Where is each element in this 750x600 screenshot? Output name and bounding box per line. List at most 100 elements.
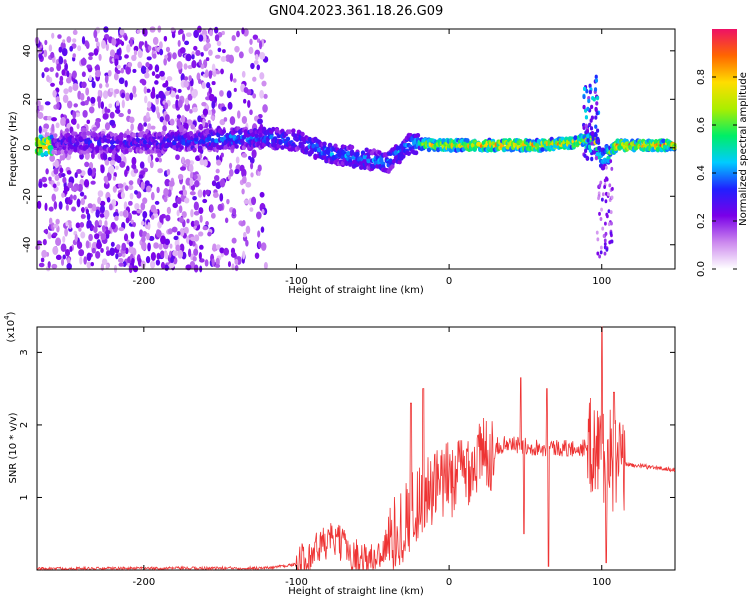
spectrogram-cell xyxy=(201,81,206,89)
spectrogram-cell xyxy=(118,77,125,85)
spectrogram-cell xyxy=(129,92,134,101)
spectrogram-cell xyxy=(203,159,208,167)
spectrogram-cell xyxy=(212,243,217,252)
spectrogram-cell xyxy=(88,233,93,242)
spectrogram-cell xyxy=(201,101,207,107)
spectrogram-cell xyxy=(348,162,353,167)
spectrogram-cell xyxy=(147,242,151,252)
spectrogram-cell xyxy=(42,144,47,150)
spectrogram-cell xyxy=(226,90,232,99)
spectrogram-cell xyxy=(586,106,590,112)
spectrogram-cell xyxy=(132,68,137,73)
spectrogram-cell xyxy=(205,57,210,62)
spectrogram-cell xyxy=(599,216,603,221)
spectrogram-cell xyxy=(43,49,48,58)
spectrogram-cell xyxy=(441,138,446,143)
spectrogram-cell xyxy=(144,72,150,79)
spectrogram-cell xyxy=(176,61,183,70)
spectrogram-cell xyxy=(177,99,183,108)
spectrogram-cell xyxy=(129,116,135,124)
spectrogram-cell xyxy=(119,39,123,45)
spectrogram-cell xyxy=(582,104,586,110)
spectrogram-cell xyxy=(93,48,99,56)
spectrogram-cell xyxy=(300,131,305,137)
spectrogram-cell xyxy=(242,250,246,260)
spectrogram-cell xyxy=(54,159,59,169)
spectrogram-cell xyxy=(83,256,87,265)
spectrogram-cell xyxy=(190,184,196,191)
spectrogram-cell xyxy=(85,87,90,96)
spectrogram-cell xyxy=(162,125,167,132)
spectrogram-cell xyxy=(57,34,62,39)
spectrogram-cell xyxy=(94,69,101,78)
spectrogram-cell xyxy=(65,221,69,227)
spectrogram-cell xyxy=(50,51,55,59)
spectrogram-cell xyxy=(223,247,230,256)
spectrogram-cell xyxy=(72,29,78,35)
spectrogram-cell xyxy=(51,193,57,202)
spectrogram-cell xyxy=(49,144,54,150)
spectrogram-cell xyxy=(72,38,77,43)
spectrogram-cell xyxy=(41,71,45,79)
spectrogram-cell xyxy=(200,63,205,70)
spectrogram-cell xyxy=(121,92,126,99)
spectrogram-cell xyxy=(153,242,159,249)
spectrogram-cell xyxy=(48,176,52,181)
spectrogram-cell xyxy=(123,233,129,242)
spectrogram-cell xyxy=(62,94,69,104)
spectrogram-cell xyxy=(176,209,180,217)
snr-x-axis-label: Height of straight line (km) xyxy=(288,586,424,597)
spectrogram-cell xyxy=(67,100,73,109)
spectrogram-cell xyxy=(211,63,216,73)
spectrogram-cell xyxy=(66,170,72,175)
spectrogram-cell xyxy=(79,191,85,197)
spectrogram-cell xyxy=(164,102,169,110)
spectrogram-cell xyxy=(234,258,239,265)
spectrogram-cell xyxy=(76,198,81,208)
spectrogram-cell xyxy=(191,54,195,60)
spectrogram-cell xyxy=(263,261,268,270)
spectrogram-cell xyxy=(80,207,85,213)
spectrogram-cell xyxy=(92,126,98,132)
spectrogram-cell xyxy=(44,39,48,46)
spectrogram-cell xyxy=(193,220,200,226)
spectrogram-cell xyxy=(243,87,249,94)
spectrogram-cell xyxy=(489,147,494,153)
spectrogram-cell xyxy=(188,164,194,173)
colorbar-gradient xyxy=(712,29,737,269)
spectrogram-cell xyxy=(197,189,203,198)
spectrogram-cell xyxy=(249,207,254,212)
spectrogram-cell xyxy=(78,136,84,141)
spectrogram-cell xyxy=(258,241,262,249)
spectrogram-cell xyxy=(322,141,327,147)
spectrogram-cell xyxy=(214,54,221,59)
spectrogram-cell xyxy=(69,144,75,150)
spectrogram-cell xyxy=(119,161,126,168)
spectrogram-cell xyxy=(227,261,232,268)
spectrogram-cell xyxy=(194,180,200,188)
spectrogram-cell xyxy=(584,123,588,129)
spectrogram-cell xyxy=(214,138,219,144)
spectrogram-cell xyxy=(155,73,161,79)
spectrogram-cell xyxy=(116,38,121,46)
spectrogram-cell xyxy=(161,130,166,136)
spectrogram-cell xyxy=(601,226,605,231)
spectrogram-cell xyxy=(124,185,129,192)
spectrogram-cell xyxy=(188,248,192,258)
spectrogram-cell xyxy=(124,54,129,59)
spectrogram-cell xyxy=(610,186,614,191)
spectrogram-cell xyxy=(65,77,72,84)
spectrogram-cell xyxy=(66,70,70,78)
spectrogram-cell xyxy=(228,162,233,170)
spectrogram-cell xyxy=(72,194,77,201)
spectrogram-cell xyxy=(229,116,236,126)
spectrogram-cell xyxy=(80,231,86,239)
spectrogram-cell xyxy=(186,135,192,141)
spectrogram-cell xyxy=(52,246,59,255)
spectrogram-cell xyxy=(70,118,76,125)
spectrogram-cell xyxy=(103,175,109,183)
spectrogram-cell xyxy=(155,94,160,100)
spectrogram-cell xyxy=(589,118,593,123)
spectrogram-cell xyxy=(259,40,263,50)
snr-series-line xyxy=(36,326,676,571)
